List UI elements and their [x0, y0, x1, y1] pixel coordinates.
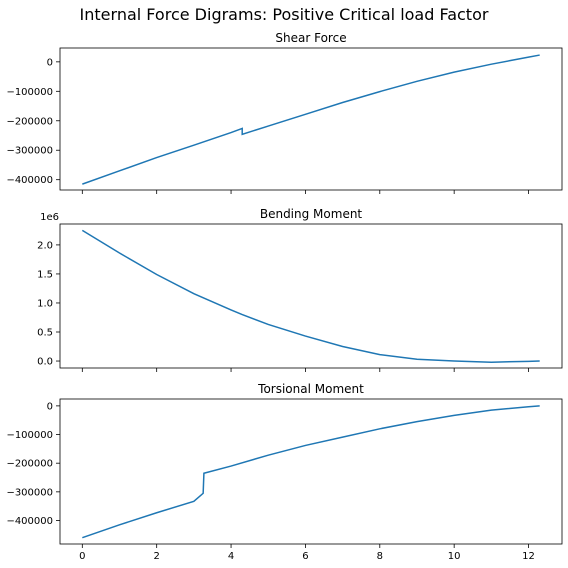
torsional-moment-axes-frame	[59, 398, 563, 545]
torsional-moment-x-tick-label: 0	[79, 551, 85, 562]
bending-moment-series-line	[81, 229, 540, 363]
figure-title: Internal Force Digrams: Positive Critica…	[80, 5, 489, 24]
shear-force-series-line	[82, 54, 540, 185]
shear-force-y-tick-label: −400000	[6, 175, 53, 186]
torsional-moment-y-tick-label: −200000	[6, 459, 53, 470]
shear-force-y-tick-label: −200000	[6, 116, 53, 127]
bending-moment-y-tick-label: 0.5	[37, 328, 53, 339]
torsional-moment-x-tick-label: 12	[522, 551, 535, 562]
torsional-moment-x-tick-label: 8	[377, 551, 383, 562]
bending-moment-y-tick-label: 0.0	[37, 357, 53, 368]
bending-moment-title: Bending Moment	[260, 207, 363, 221]
bending-moment-panel: Bending Moment 0.0 0.5 1.0 1.5 2.0 1e6	[37, 207, 563, 372]
shear-force-y-tick-label: 0	[47, 57, 53, 68]
torsional-moment-y-tick-label: 0	[47, 401, 53, 412]
torsional-moment-y-tick-label: −400000	[6, 516, 53, 527]
torsional-moment-y-tick-label: −300000	[6, 487, 53, 498]
bending-moment-y-tick-label: 2.0	[37, 240, 53, 251]
torsional-moment-y-tick-label: −100000	[6, 430, 53, 441]
torsional-moment-x-tick-label: 4	[228, 551, 234, 562]
shear-force-y-tick-label: −100000	[6, 87, 53, 98]
bending-moment-offset-label: 1e6	[40, 212, 59, 223]
shear-force-axes-frame	[59, 47, 563, 191]
torsional-moment-x-tick-label: 2	[153, 551, 159, 562]
torsional-moment-series-line	[82, 405, 540, 539]
bending-moment-y-tick-label: 1.0	[37, 298, 53, 309]
torsional-moment-x-tick-label: 6	[302, 551, 308, 562]
shear-force-y-tick-label: −300000	[6, 146, 53, 157]
shear-force-panel: Shear Force 0 −100000 −200000 −300000 −40000…	[6, 31, 563, 194]
bending-moment-y-tick-label: 1.5	[37, 269, 53, 280]
torsional-moment-panel: Torsional Moment 0 2 4 6 8 10 12 0 −100000 −20000…	[6, 382, 563, 562]
torsional-moment-x-tick-label: 10	[448, 551, 461, 562]
shear-force-title: Shear Force	[275, 31, 346, 45]
torsional-moment-title: Torsional Moment	[257, 382, 364, 396]
bending-moment-axes-frame	[59, 223, 563, 369]
